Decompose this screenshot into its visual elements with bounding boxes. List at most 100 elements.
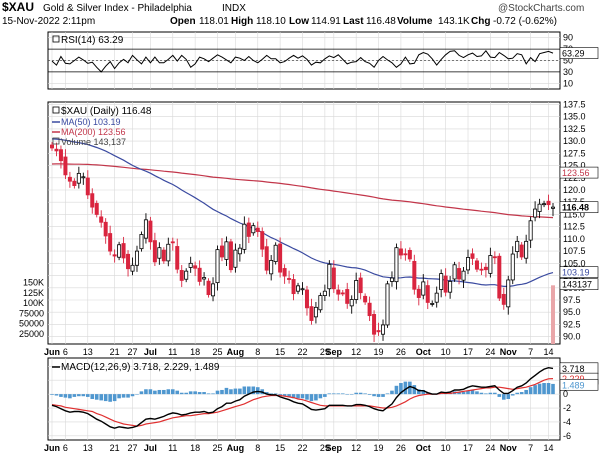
- macd-histogram-bar: [85, 394, 90, 397]
- macd-x-tick-label: 17: [463, 443, 473, 453]
- candle-body: [85, 177, 90, 196]
- macd-x-tick-label: 10: [441, 443, 451, 453]
- macd-x-tick-label: Oct: [416, 443, 431, 453]
- candle-body: [394, 247, 399, 283]
- macd-histogram-bar: [153, 390, 157, 395]
- price-x-tick-label: 7: [528, 347, 533, 357]
- macd-histogram-bar: [162, 389, 166, 395]
- macd-histogram-bar: [506, 394, 511, 399]
- price-x-tick-label: 12: [351, 347, 361, 357]
- macd-histogram-bar: [287, 394, 291, 397]
- candle-body: [439, 273, 444, 290]
- candle-body: [224, 241, 229, 260]
- macd-histogram-bar: [501, 394, 506, 400]
- macd-histogram-bar: [479, 392, 484, 395]
- candle-body: [99, 216, 104, 223]
- price-x-tick-label: Jun: [44, 347, 60, 357]
- macd-histogram-bar: [372, 394, 376, 397]
- candle-body: [152, 240, 157, 263]
- macd-x-tick-label: 14: [544, 443, 554, 453]
- candle-body: [63, 156, 68, 176]
- price-y-tick-label: 115.0: [563, 209, 585, 219]
- macd-histogram-bar: [166, 389, 171, 395]
- macd-histogram-bar: [314, 394, 318, 401]
- price-y-tick-label: 112.5: [563, 222, 585, 232]
- candle-body: [466, 257, 471, 271]
- candle-body: [166, 243, 171, 262]
- header-name: Gold & Silver Index - Philadelphia: [43, 3, 192, 14]
- candle-body: [206, 280, 211, 296]
- macd-histogram-bar: [457, 392, 461, 395]
- macd-histogram-bar: [202, 392, 206, 395]
- ma50-legend: MA(50) 103.19: [61, 117, 121, 127]
- rsi-y-tick-label: 10: [563, 78, 573, 88]
- macd-histogram-bar: [184, 392, 188, 395]
- candle-body: [398, 248, 403, 256]
- candle-body: [304, 289, 309, 309]
- candle-body: [313, 306, 318, 318]
- macd-x-tick-label: Jul: [144, 443, 157, 453]
- candle-body: [112, 254, 117, 257]
- macd-histogram-bar: [381, 394, 385, 397]
- candle-body: [264, 246, 269, 271]
- macd-histogram-bar: [367, 394, 372, 395]
- macd-histogram-bar: [193, 391, 197, 395]
- macd-histogram-bar: [170, 389, 175, 395]
- macd-histogram-bar: [336, 393, 341, 395]
- macd-x-tick-label: 8: [255, 443, 260, 453]
- volume-last-tag-box: [559, 278, 599, 290]
- candle-body: [90, 193, 95, 208]
- price-x-tick-label: 8: [255, 347, 260, 357]
- macd-histogram-bar: [524, 389, 528, 395]
- candle-body: [461, 270, 466, 281]
- price-y-tick-label: 125.0: [563, 161, 586, 171]
- macd-histogram-bar: [510, 394, 515, 396]
- macd-x-tick-label: 12: [351, 443, 361, 453]
- candle-body: [345, 289, 350, 304]
- macd-y-tick-label: -2: [563, 403, 571, 413]
- macd-histogram-bar: [197, 392, 202, 395]
- rsi-legend-swatch: [52, 35, 60, 43]
- candle-body: [237, 247, 242, 255]
- candle-body: [443, 275, 448, 293]
- watermark: @StockCharts.com: [498, 3, 584, 14]
- candle-body: [497, 255, 502, 299]
- macd-histogram-bar: [537, 383, 542, 395]
- candle-body: [269, 259, 274, 275]
- macd-legend: MACD(12,26,9) 3.718, 2.229, 1.489: [61, 362, 220, 373]
- candle-body: [291, 279, 296, 295]
- candle-body: [528, 220, 533, 241]
- price-x-tick-label: 11: [168, 347, 177, 357]
- macd-histogram-bar: [121, 394, 126, 398]
- price-y-tick-label: 132.5: [563, 124, 586, 134]
- candle-body: [309, 306, 314, 321]
- volume-label: Volume: [397, 16, 433, 27]
- low-value: 114.91: [311, 16, 341, 27]
- macd-histogram-bar: [255, 387, 260, 395]
- candle-body: [300, 288, 305, 291]
- macd-histogram-bar: [188, 391, 193, 395]
- price-y-tick-label: 137.5: [563, 99, 586, 109]
- macd-histogram-bar: [206, 393, 211, 395]
- price-y-tick-label: 107.5: [563, 246, 586, 256]
- candle-body: [546, 200, 551, 206]
- macd-histogram-bar: [144, 389, 148, 395]
- candle-body: [519, 244, 524, 258]
- macd-histogram-bar: [94, 394, 99, 400]
- macd-x-tick-label: 7: [528, 443, 533, 453]
- volume-legend-swatch: [52, 137, 60, 145]
- hist-last-tag: 1.489: [562, 380, 585, 390]
- candle-body: [130, 264, 135, 272]
- price-x-tick-label: 21: [110, 347, 120, 357]
- macd-histogram-bar: [175, 390, 180, 395]
- rsi-last-tag: 63.29: [562, 49, 585, 59]
- candle-body: [76, 172, 81, 184]
- candle-body: [251, 225, 256, 234]
- macd-histogram-bar: [81, 394, 86, 397]
- price-y-tick-label: 120.0: [563, 185, 586, 195]
- macd-histogram-bar: [112, 394, 117, 402]
- macd-histogram-bar: [211, 393, 215, 395]
- candle-body: [327, 263, 332, 290]
- price-x-tick-label: 17: [463, 347, 473, 357]
- rsi-last-tag-box: [559, 47, 599, 59]
